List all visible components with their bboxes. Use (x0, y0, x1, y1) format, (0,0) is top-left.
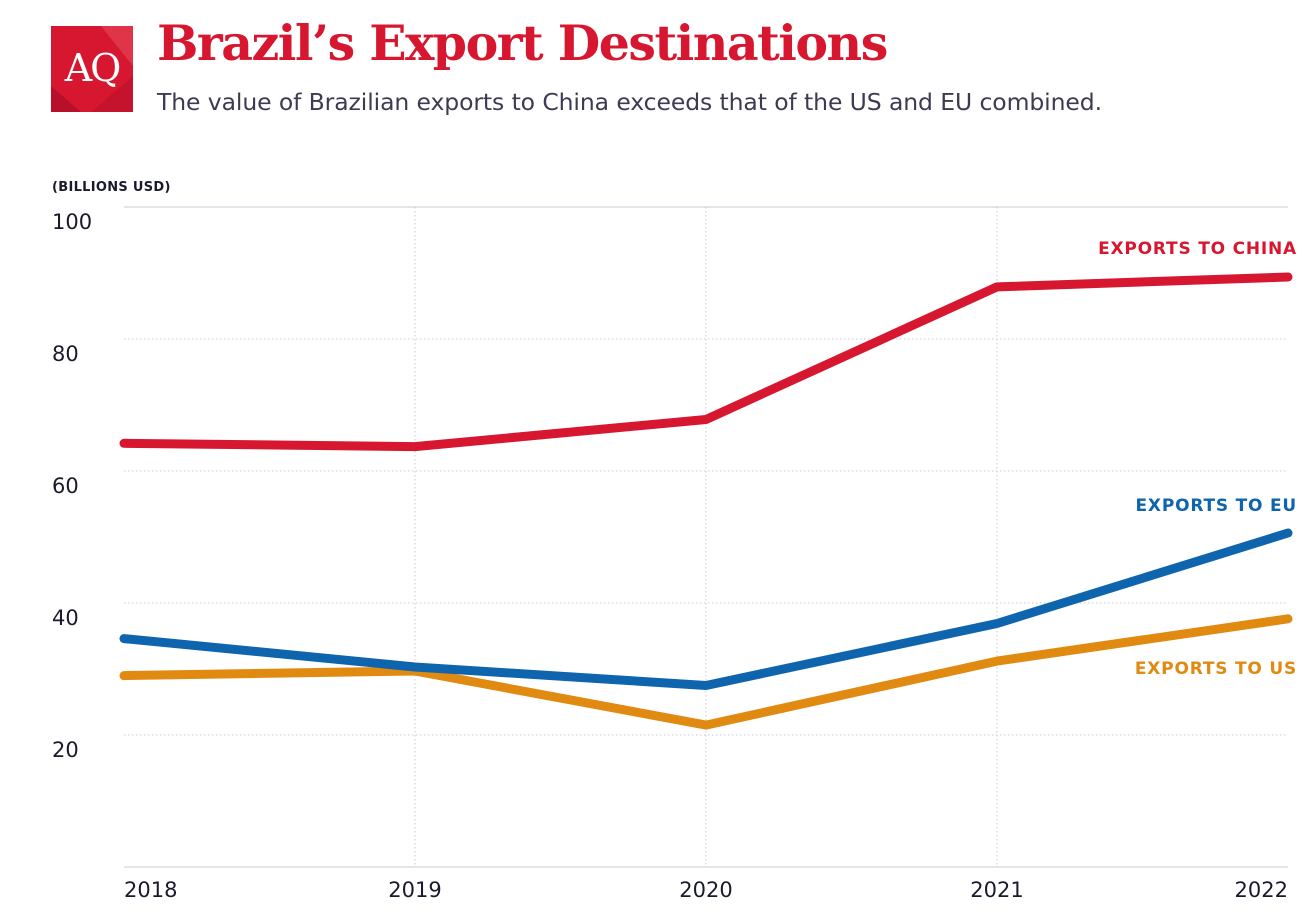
series-lines (119, 272, 1293, 730)
series-line-exports-to-china (119, 272, 1293, 452)
logo-facet-graphic (51, 26, 133, 112)
y-tick-label-100: 100 (52, 210, 92, 234)
y-tick-label-80: 80 (52, 342, 79, 366)
series-labels: EXPORTS TO CHINA EXPORTS TO EU EXPORTS TO … (1098, 239, 1298, 679)
logo: AQ (51, 26, 133, 112)
y-tick-label-60: 60 (52, 474, 79, 498)
chart-subtitle: The value of Brazilian exports to China … (157, 88, 1102, 116)
series-label-exports-to-china: EXPORTS TO CHINA (1098, 239, 1297, 259)
y-tick-label-20: 20 (52, 738, 79, 762)
series-label-exports-to-eu: EXPORTS TO EU (1136, 496, 1298, 516)
x-tick-label-2020: 2020 (679, 878, 732, 902)
axis-ticks: 20 40 60 80 100 2018 2019 2020 2021 2022 (52, 210, 1288, 902)
series-line-exports-to-eu (119, 528, 1293, 690)
x-tick-label-2019: 2019 (388, 878, 441, 902)
logo-text: AQ (64, 46, 122, 90)
x-tick-label-2018: 2018 (124, 878, 177, 902)
x-tick-label-2022: 2022 (1235, 878, 1288, 902)
y-tick-label-40: 40 (52, 606, 79, 630)
chart-title: Brazil’s Export Destinations (157, 14, 888, 72)
y-axis-label: (BILLIONS USD) (52, 180, 171, 195)
series-label-exports-to-us: EXPORTS TO US (1135, 659, 1297, 679)
series-line-exports-to-us (119, 614, 1293, 730)
grid-lines (124, 206, 1288, 868)
x-tick-label-2021: 2021 (970, 878, 1023, 902)
